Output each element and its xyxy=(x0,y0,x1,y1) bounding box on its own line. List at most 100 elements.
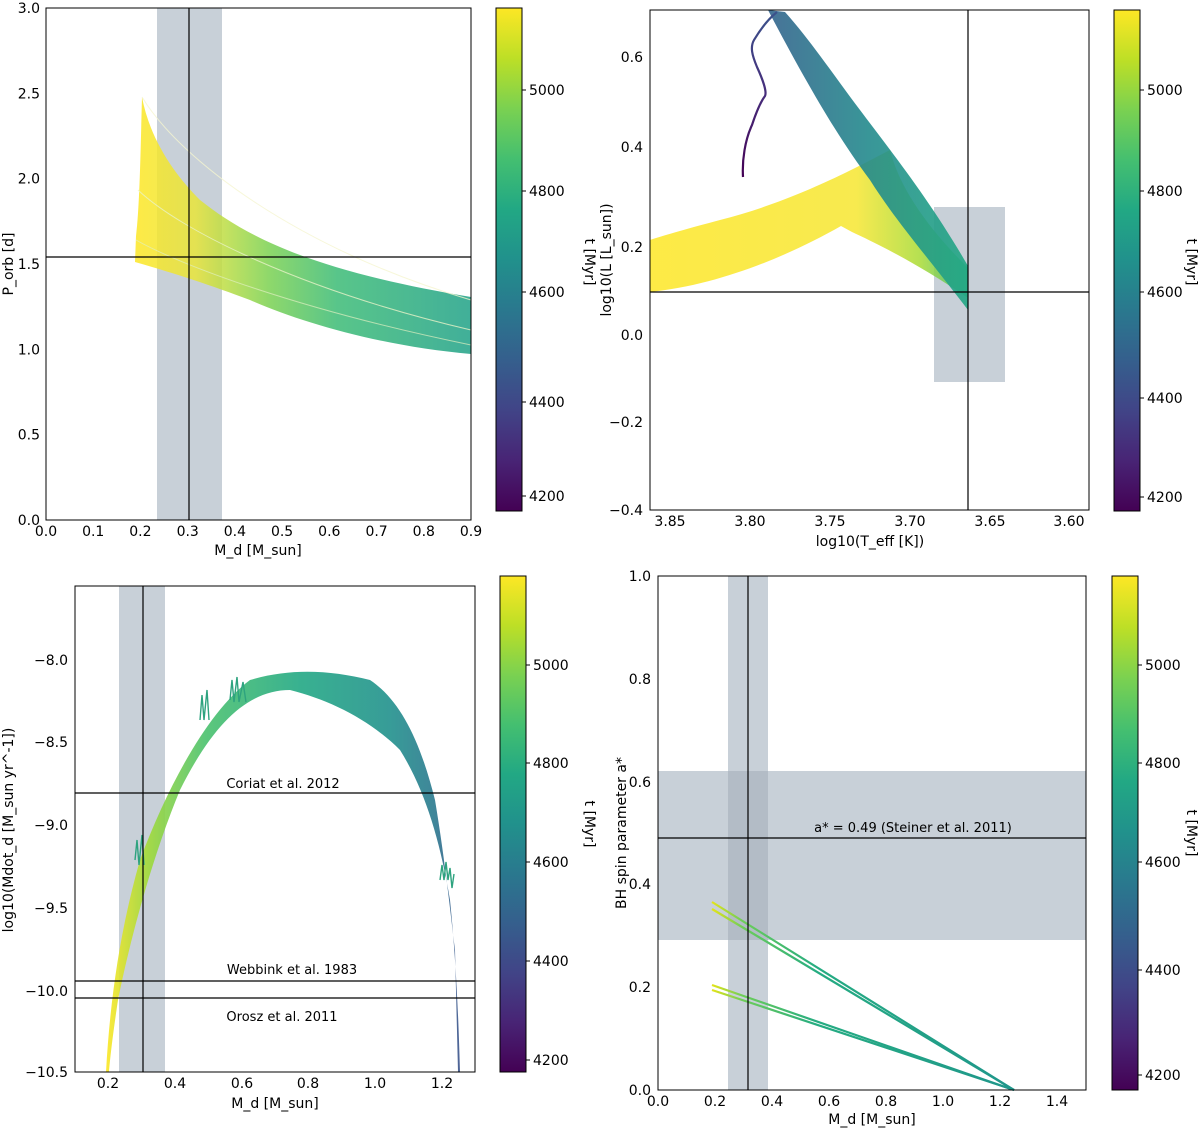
spin-ytick: 0.2 xyxy=(629,980,651,996)
mdot-colorbar-tick: 4400 xyxy=(533,954,569,970)
spin-xtick: 0.4 xyxy=(761,1094,783,1110)
spin-xtick: 1.2 xyxy=(989,1094,1011,1110)
porb-xtick: 0.7 xyxy=(365,524,387,540)
porb-xtick: 0.2 xyxy=(129,524,151,540)
porb-colorbar-tick: 4800 xyxy=(529,184,565,200)
spin-xticks: 0.0 0.2 0.4 0.6 0.8 1.0 1.2 1.4 xyxy=(647,1094,1068,1110)
porb-xtick: 0.3 xyxy=(177,524,199,540)
hrd-descending-band xyxy=(768,10,968,310)
spin-colorbar-tick: 4400 xyxy=(1145,963,1181,979)
hrd-ytick: 0.0 xyxy=(621,328,643,344)
hrd-yticks: −0.4 −0.2 0.0 0.2 0.4 0.6 xyxy=(609,50,643,519)
mdot-xtick: 0.4 xyxy=(164,1076,186,1092)
porb-xtick: 0.8 xyxy=(413,524,435,540)
spin-x-axis-label: M_d [M_sun] xyxy=(828,1112,915,1128)
mdot-xtick: 1.0 xyxy=(364,1076,386,1092)
hrd-ytick: 0.4 xyxy=(621,140,643,156)
porb-colorbar-tick: 4400 xyxy=(529,395,565,411)
spin-axes-frame xyxy=(657,575,1087,1091)
hrd-pre-ms-track xyxy=(741,11,778,178)
spin-ytick: 0.8 xyxy=(629,672,651,688)
spin-y-axis-label: BH spin parameter a* xyxy=(614,757,630,909)
mdot-colorbar-tick: 5000 xyxy=(533,658,569,674)
spin-xtick: 0.2 xyxy=(704,1094,726,1110)
porb-xtick: 0.5 xyxy=(271,524,293,540)
porb-colorbar-gradient xyxy=(495,7,523,512)
porb-xtick: 0.9 xyxy=(460,524,482,540)
mdot-xtick: 1.2 xyxy=(431,1076,453,1092)
hrd-xticks: 3.85 3.80 3.75 3.70 3.65 3.60 xyxy=(654,514,1084,530)
spin-colorbar: 5000 4800 4600 4400 4200 t [Myr] xyxy=(1111,575,1199,1091)
porb-colorbar-tick: 4600 xyxy=(529,285,565,301)
spin-colorbar-tick: 5000 xyxy=(1145,658,1181,674)
mdot-xtick: 0.6 xyxy=(231,1076,253,1092)
spin-colorbar-tick: 4200 xyxy=(1145,1068,1181,1084)
hrd-xtick: 3.80 xyxy=(734,514,765,530)
hrd-colorbar-tick: 4800 xyxy=(1147,184,1183,200)
porb-colorbar-tick: 5000 xyxy=(529,83,565,99)
spin-xtick: 0.8 xyxy=(875,1094,897,1110)
mdot-xtick: 0.8 xyxy=(297,1076,319,1092)
mdot-colorbar-tick: 4600 xyxy=(533,855,569,871)
porb-colorbar: 5000 4800 4600 4400 4200 t [Myr] xyxy=(495,7,597,512)
panel-porb: 0.0 0.1 0.2 0.3 0.4 0.5 0.6 0.7 0.8 0.9 … xyxy=(1,1,597,559)
hrd-xtick: 3.85 xyxy=(654,514,685,530)
mdot-label-orosz: Orosz et al. 2011 xyxy=(226,1010,337,1025)
porb-track-line xyxy=(137,189,472,331)
spin-track xyxy=(711,908,1015,1091)
hrd-ytick: −0.2 xyxy=(609,415,643,431)
porb-ytick: 1.0 xyxy=(18,342,40,358)
spin-colorbar-gradient xyxy=(1111,575,1139,1091)
hrd-colorbar-tick: 4600 xyxy=(1147,285,1183,301)
mdot-colorbar-tick: 4800 xyxy=(533,756,569,772)
hrd-xtick: 3.70 xyxy=(894,514,925,530)
mdot-y-axis-label: log10(Mdot_d [M_sun yr^-1]) xyxy=(1,728,17,933)
hrd-xtick: 3.60 xyxy=(1053,514,1084,530)
spin-ytick: 0.4 xyxy=(629,877,651,893)
hrd-ytick: 0.6 xyxy=(621,50,643,66)
porb-track-line xyxy=(135,239,472,346)
porb-axes-frame xyxy=(45,7,472,521)
spin-xtick: 0.6 xyxy=(818,1094,840,1110)
porb-ytick: 3.0 xyxy=(18,1,40,17)
mdot-colorbar-label: t [Myr] xyxy=(581,801,597,848)
spin-ytick: 0.0 xyxy=(629,1083,651,1099)
mdot-label-webbink: Webbink et al. 1983 xyxy=(227,963,357,978)
hrd-colorbar-tick: 4400 xyxy=(1147,391,1183,407)
panel-hrd: 3.85 3.80 3.75 3.70 3.65 3.60 −0.4 −0.2 … xyxy=(599,9,1199,550)
mdot-colorbar: 5000 4800 4600 4400 4200 t [Myr] xyxy=(499,575,597,1073)
mdot-xtick: 0.2 xyxy=(97,1076,119,1092)
mdot-label-coriat: Coriat et al. 2012 xyxy=(226,777,339,792)
porb-ytick: 1.5 xyxy=(18,257,40,273)
spin-yticks: 0.0 0.2 0.4 0.6 0.8 1.0 xyxy=(629,569,651,1099)
mdot-colorbar-gradient xyxy=(499,575,527,1073)
mdot-colorbar-tick: 4200 xyxy=(533,1053,569,1069)
hrd-colorbar-tick: 5000 xyxy=(1147,83,1183,99)
spin-colorbar-tick: 4800 xyxy=(1145,756,1181,772)
porb-yticks: 0.0 0.5 1.0 1.5 2.0 2.5 3.0 xyxy=(18,1,40,529)
porb-ytick: 2.0 xyxy=(18,172,40,188)
spin-colorbar-tick: 4600 xyxy=(1145,855,1181,871)
mdot-yticks: −10.5 −10.0 −9.5 −9.0 −8.5 −8.0 xyxy=(25,653,68,1081)
porb-ytick: 0.5 xyxy=(18,428,40,444)
spin-annotation: a* = 0.49 (Steiner et al. 2011) xyxy=(814,821,1012,836)
hrd-xtick: 3.65 xyxy=(974,514,1005,530)
spin-track xyxy=(711,988,1015,1092)
spin-xtick: 1.4 xyxy=(1046,1094,1068,1110)
hrd-ytick: 0.2 xyxy=(621,240,643,256)
hrd-colorbar-label: t [Myr] xyxy=(1183,239,1199,286)
spin-xtick: 0.0 xyxy=(647,1094,669,1110)
mdot-ytick: −8.5 xyxy=(34,735,68,751)
porb-ytick: 2.5 xyxy=(18,86,40,102)
hrd-x-axis-label: log10(T_eff [K]) xyxy=(816,534,924,550)
hrd-colorbar-tick: 4200 xyxy=(1147,490,1183,506)
mdot-xticks: 0.2 0.4 0.6 0.8 1.0 1.2 xyxy=(97,1076,453,1092)
porb-xtick: 0.1 xyxy=(82,524,104,540)
porb-colorbar-label: t [Myr] xyxy=(581,239,597,286)
spin-ytick: 0.6 xyxy=(629,775,651,791)
hrd-xtick: 3.75 xyxy=(814,514,845,530)
mdot-axes-frame xyxy=(74,585,476,1073)
mdot-ytick: −10.0 xyxy=(25,984,68,1000)
porb-xtick: 0.0 xyxy=(35,524,57,540)
